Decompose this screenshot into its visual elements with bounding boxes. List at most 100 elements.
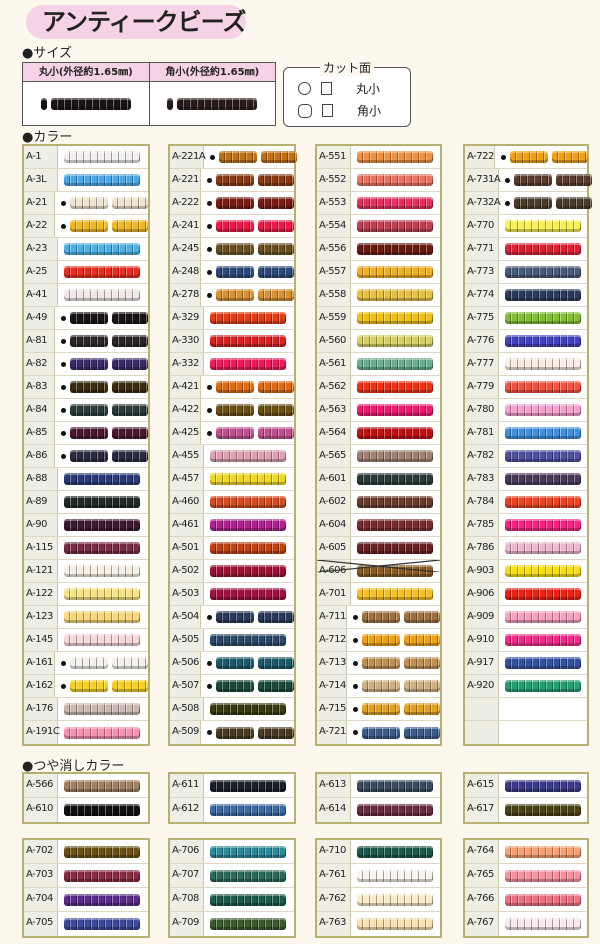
- color-code: A-775: [465, 307, 499, 329]
- color-code: A-461: [170, 514, 204, 536]
- bead-sample: [351, 468, 440, 490]
- color-row: A-611: [170, 774, 294, 798]
- color-row: A-90: [24, 514, 148, 537]
- color-row: A-501: [170, 537, 294, 560]
- bead-strip: [362, 726, 400, 739]
- bead-sample: [204, 798, 294, 822]
- square-cut-marker-icon: [505, 200, 510, 206]
- bead-strip: [112, 427, 148, 439]
- bead-strip: [357, 542, 433, 554]
- bead-strip: [404, 726, 440, 739]
- color-row: A-774: [465, 284, 587, 307]
- bead-strip: [362, 680, 400, 692]
- color-code: A-710: [317, 840, 351, 863]
- bead-strip: [64, 869, 140, 882]
- bead-sample: [58, 491, 148, 513]
- cut-row-round: 丸小: [298, 80, 380, 97]
- bead-strip: [505, 358, 581, 370]
- color-code: A-612: [170, 798, 204, 822]
- color-row: A-605: [317, 537, 440, 560]
- color-row: A-713: [317, 652, 440, 675]
- color-row: A-762: [317, 888, 440, 912]
- circle-icon: [298, 82, 311, 95]
- color-row: A-504: [170, 606, 294, 629]
- color-heading: ●カラー: [22, 130, 73, 145]
- bead-sample: [201, 284, 294, 306]
- bead-sample: [204, 468, 294, 490]
- square-cut-marker-icon: [207, 430, 212, 436]
- bead-strip: [64, 496, 140, 508]
- bead-strip: [210, 496, 286, 508]
- color-row: A-710: [317, 840, 440, 864]
- bead-sample: [201, 192, 294, 214]
- color-code: A-705: [24, 912, 58, 936]
- color-row: A-554: [317, 215, 440, 238]
- color-code: A-903: [465, 560, 499, 582]
- bead-sample: [351, 774, 440, 797]
- bead-strip: [357, 335, 433, 347]
- size-heading: ●サイズ: [22, 46, 72, 61]
- square-cut-marker-icon: [61, 315, 66, 321]
- bead-strip: [514, 197, 552, 209]
- square-cut-marker-icon: [207, 660, 212, 666]
- square-cut-marker-icon: [61, 453, 66, 459]
- bead-strip: [357, 918, 433, 930]
- matte-group: A-706 A-707 A-708 A-709: [168, 838, 296, 938]
- square-cut-marker-icon: [207, 177, 212, 183]
- bead-strip: [258, 611, 294, 623]
- color-code: A-505: [170, 629, 204, 651]
- bead-strip: [210, 893, 286, 906]
- square-cut-marker-icon: [210, 154, 215, 160]
- color-code: A-783: [465, 468, 499, 490]
- color-code: A-23: [24, 238, 58, 260]
- bead-strip: [258, 404, 294, 416]
- color-row: A-3L: [24, 169, 148, 192]
- matte-heading: ●つや消しカラー: [22, 759, 125, 774]
- bead-sample: [351, 888, 440, 911]
- color-code: A-613: [317, 774, 351, 797]
- bead-strip: [505, 335, 581, 347]
- color-code: A-566: [24, 774, 58, 797]
- bead-strip: [112, 335, 148, 347]
- bead-strip: [357, 266, 433, 278]
- bead-strip: [357, 804, 433, 816]
- color-row: A-784: [465, 491, 587, 514]
- size-round-sample: [23, 82, 149, 125]
- cut-label: 角小: [357, 104, 382, 118]
- bead-sample: [347, 606, 440, 628]
- bead-sample: [204, 537, 294, 559]
- bead-strip: [210, 542, 286, 554]
- color-row: A-421: [170, 376, 294, 399]
- bead-strip: [505, 634, 581, 646]
- bead-sample: [499, 721, 587, 744]
- color-row: A-245: [170, 238, 294, 261]
- size-square-label: 角小(外径約1.65㎜): [149, 63, 275, 82]
- color-code: A-504: [170, 606, 201, 628]
- bead-strip: [70, 312, 108, 324]
- square-cut-marker-icon: [353, 614, 358, 620]
- bead-sample: [55, 215, 148, 237]
- color-row: A-21: [24, 192, 148, 215]
- bead-sample: [58, 238, 148, 260]
- square-cut-marker-icon: [207, 200, 212, 206]
- bead-strip: [70, 404, 108, 416]
- bead-sample: [347, 698, 440, 720]
- bead-strip: [505, 779, 581, 792]
- color-code: A-712: [317, 629, 347, 651]
- color-code: A-617: [465, 798, 499, 822]
- color-code: A-222: [170, 192, 201, 214]
- color-code: A-501: [170, 537, 204, 559]
- cut-face-heading: カット面: [320, 59, 375, 76]
- bead-strip: [357, 404, 433, 416]
- bead-strip: [258, 381, 294, 393]
- bead-sample: [58, 284, 148, 306]
- bead-strip: [505, 266, 581, 278]
- bead-sample: [499, 888, 587, 911]
- color-row: A-786: [465, 537, 587, 560]
- color-row: A-615: [465, 774, 587, 798]
- color-code: A-606: [317, 560, 351, 582]
- bead-strip: [210, 703, 286, 715]
- bead-sample: [201, 606, 294, 628]
- bead-strip: [551, 151, 588, 163]
- color-row: A-560: [317, 330, 440, 353]
